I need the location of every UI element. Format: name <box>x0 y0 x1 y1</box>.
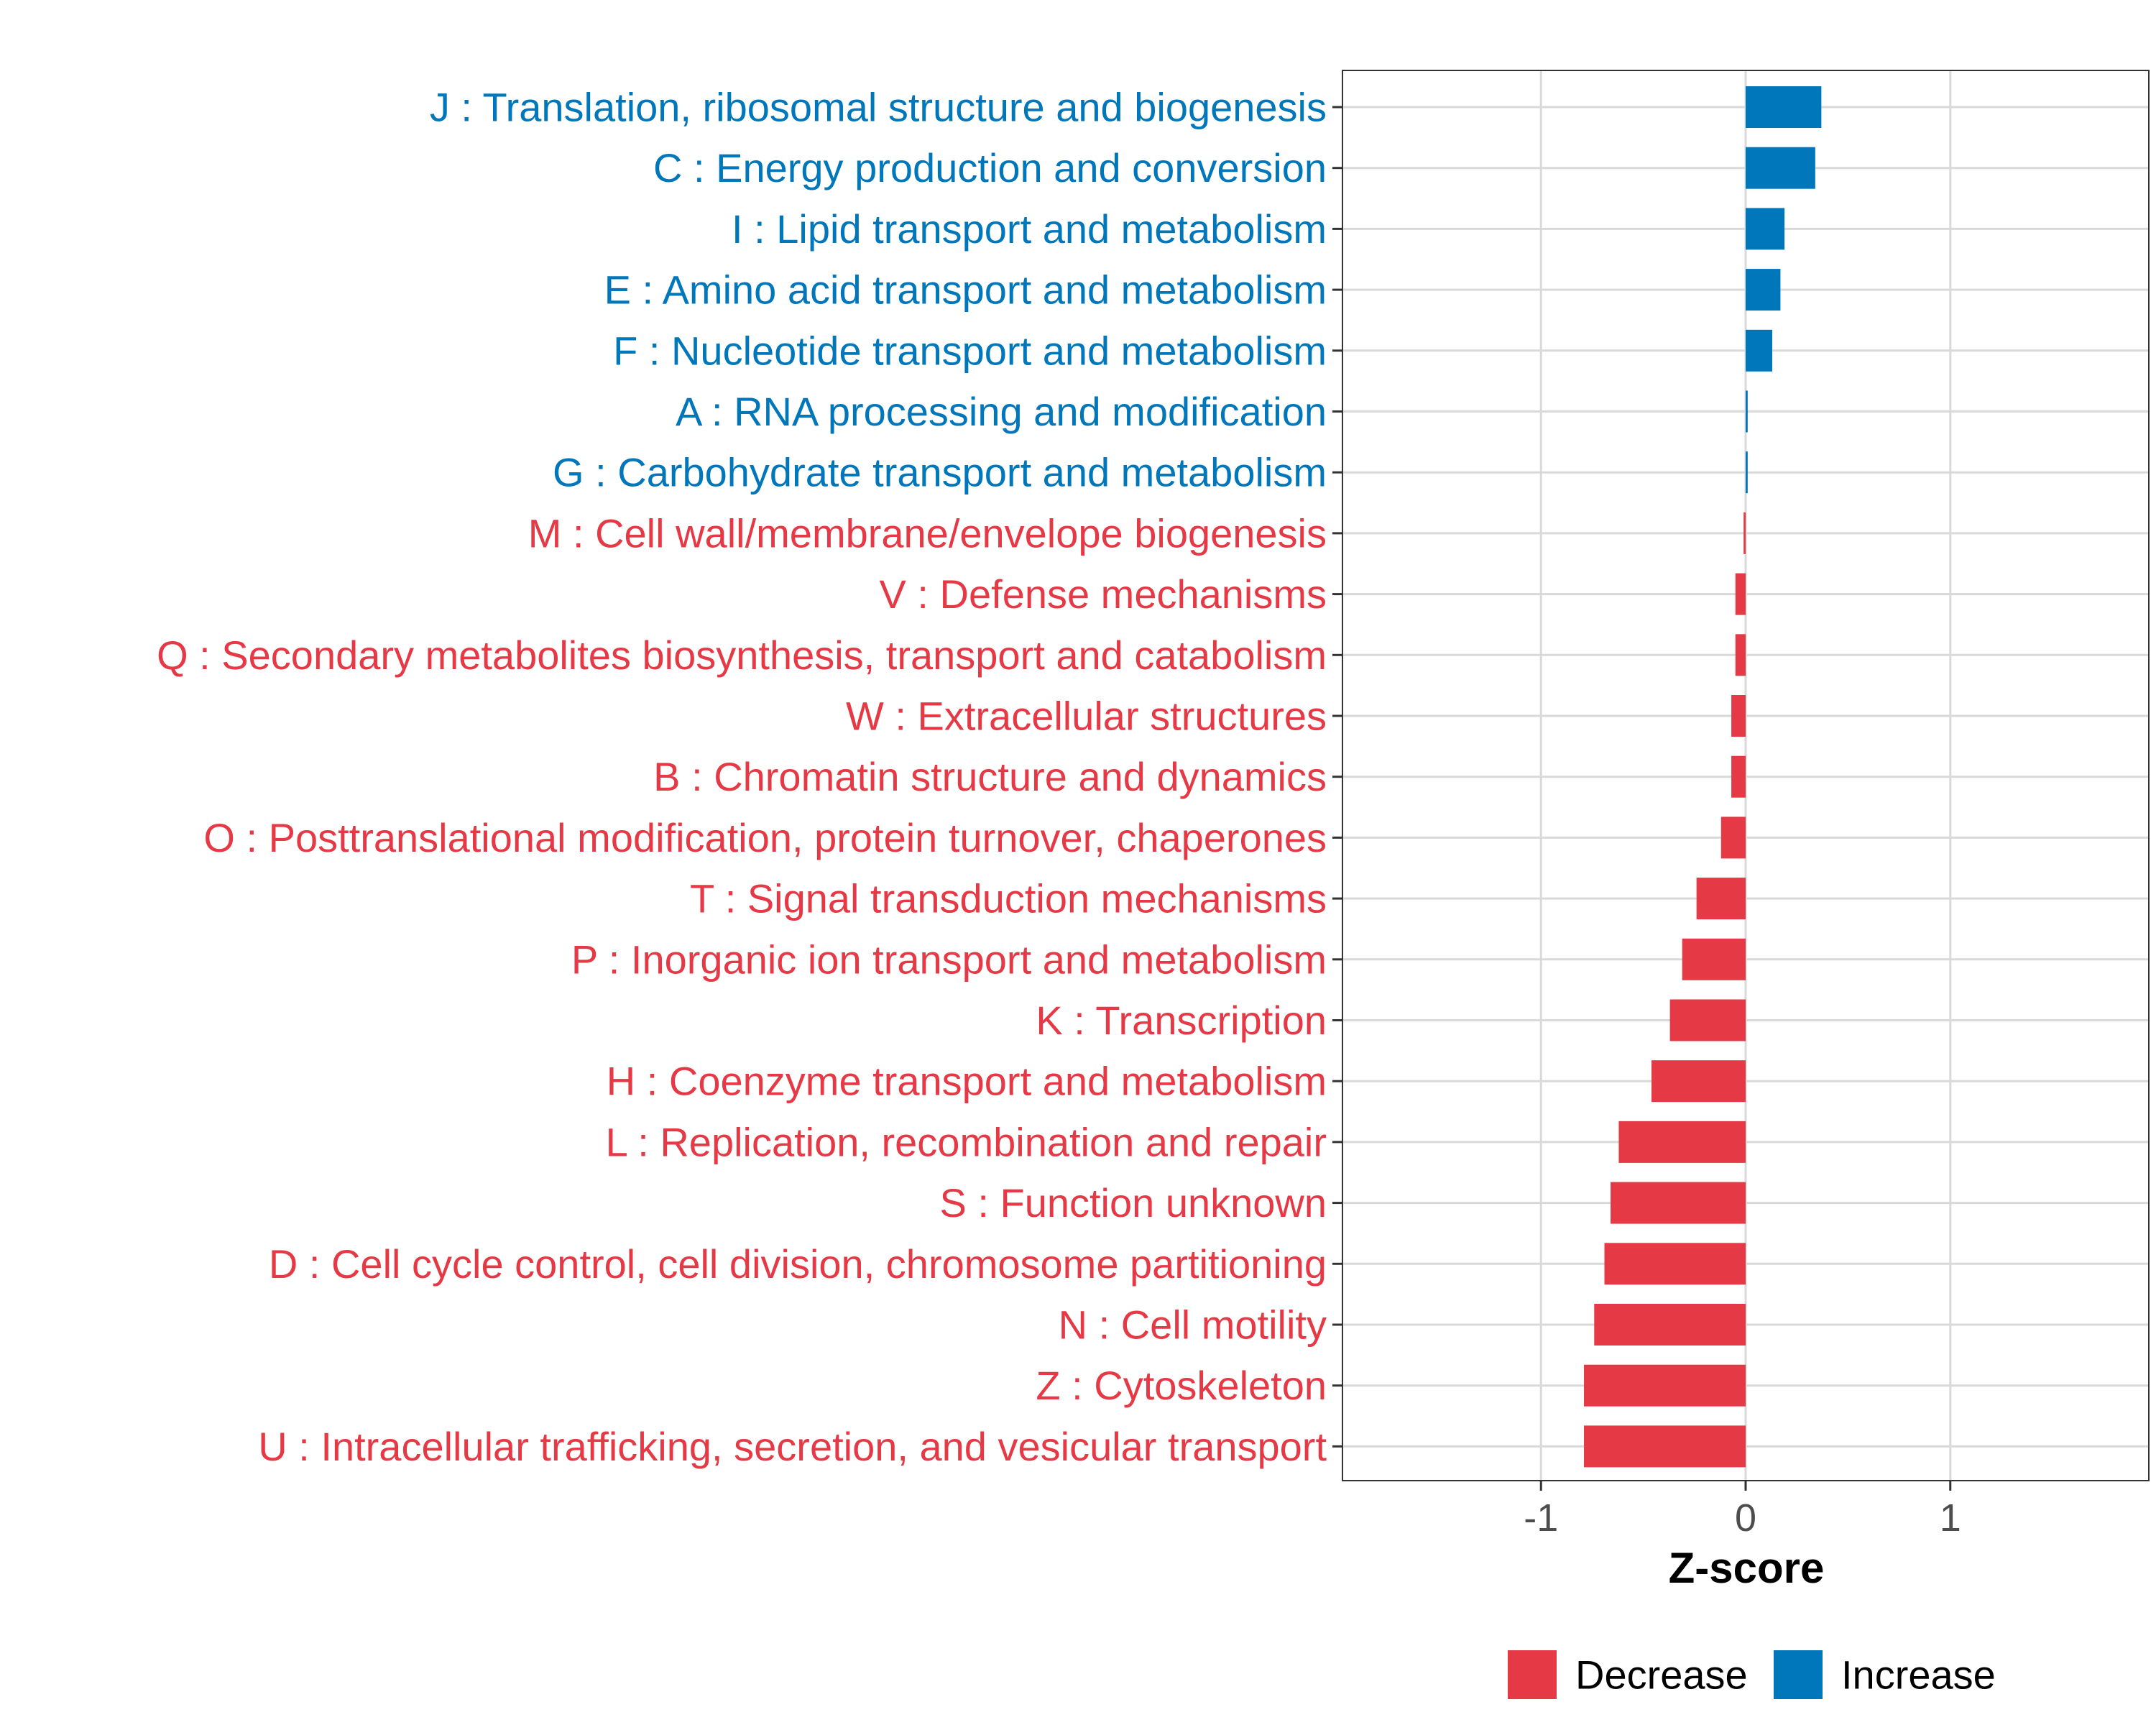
y-tick-label: E : Amino acid transport and metabolism <box>604 267 1327 313</box>
legend-key-increase <box>1774 1650 1823 1699</box>
y-tick-label: A : RNA processing and modification <box>676 389 1327 434</box>
bar-j <box>1746 86 1822 128</box>
bar-w <box>1731 695 1746 737</box>
y-tick-label: Z : Cytoskeleton <box>1036 1363 1327 1408</box>
bar-m <box>1743 512 1746 554</box>
y-tick-label: S : Function unknown <box>939 1180 1327 1225</box>
y-tick-label: J : Translation, ribosomal structure and… <box>430 85 1327 130</box>
bar-c <box>1746 147 1815 189</box>
x-axis: -1 0 1 <box>1524 1481 1961 1540</box>
bar-o <box>1720 816 1746 859</box>
bar-p <box>1682 938 1746 980</box>
bar-a <box>1746 390 1748 433</box>
y-tick-label: P : Inorganic ion transport and metaboli… <box>571 937 1327 982</box>
x-axis-title: Z-score <box>1669 1544 1825 1592</box>
bar-v <box>1735 573 1746 615</box>
y-tick-label: M : Cell wall/membrane/envelope biogenes… <box>528 510 1327 556</box>
y-tick-label: O : Posttranslational modification, prot… <box>203 815 1327 860</box>
x-tick-label: 1 <box>1940 1496 1961 1540</box>
y-tick-label: Q : Secondary metabolites biosynthesis, … <box>157 632 1327 678</box>
y-tick-label: G : Carbohydrate transport and metabolis… <box>553 450 1327 495</box>
bar-s <box>1611 1182 1746 1224</box>
bar-g <box>1746 451 1748 494</box>
bar-k <box>1669 999 1746 1041</box>
y-tick-label: C : Energy production and conversion <box>653 145 1327 190</box>
x-tick-label: -1 <box>1524 1496 1558 1540</box>
bar-u <box>1584 1425 1746 1468</box>
legend: Decrease Increase <box>1508 1650 1996 1699</box>
bars <box>1584 86 1822 1468</box>
y-tick-label: N : Cell motility <box>1059 1302 1327 1348</box>
y-tick-label: T : Signal transduction mechanisms <box>690 876 1327 921</box>
y-tick-label: I : Lipid transport and metabolism <box>732 206 1327 252</box>
bar-h <box>1651 1060 1746 1103</box>
y-tick-label: W : Extracellular structures <box>846 694 1327 739</box>
y-tick-label: V : Defense mechanisms <box>880 571 1327 617</box>
bar-f <box>1746 329 1773 372</box>
bar-i <box>1746 208 1785 250</box>
y-tick-label: H : Coenzyme transport and metabolism <box>607 1059 1327 1104</box>
bar-b <box>1731 755 1746 798</box>
legend-label-increase: Increase <box>1841 1652 1996 1698</box>
y-tick-label: K : Transcription <box>1036 998 1327 1043</box>
y-tick-label: B : Chromatin structure and dynamics <box>653 754 1327 799</box>
bar-t <box>1696 878 1746 920</box>
y-tick-label: D : Cell cycle control, cell division, c… <box>269 1241 1327 1287</box>
y-tick-label: L : Replication, recombination and repai… <box>606 1119 1327 1164</box>
y-tick-label: U : Intracellular trafficking, secretion… <box>258 1424 1327 1469</box>
bar-z <box>1584 1364 1746 1407</box>
bar-l <box>1618 1121 1746 1163</box>
bar-n <box>1594 1304 1746 1346</box>
bar-q <box>1735 634 1746 676</box>
legend-label-decrease: Decrease <box>1575 1652 1748 1698</box>
bar-d <box>1604 1243 1746 1285</box>
x-tick-label: 0 <box>1735 1496 1756 1540</box>
legend-key-decrease <box>1508 1650 1557 1699</box>
y-axis: J : Translation, ribosomal structure and… <box>157 85 1342 1469</box>
bar-e <box>1746 269 1781 311</box>
y-tick-label: F : Nucleotide transport and metabolism <box>613 328 1327 373</box>
